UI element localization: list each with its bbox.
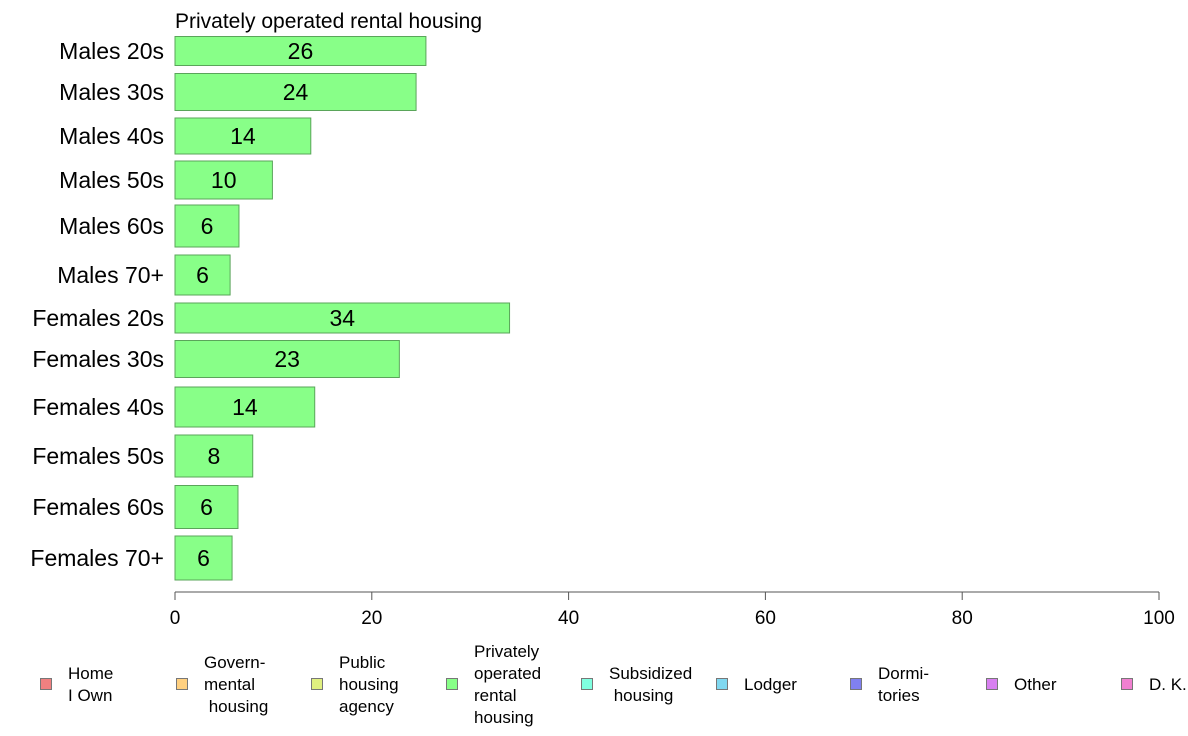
legend-label: Other — [1014, 675, 1057, 694]
bar-value-label: 14 — [232, 394, 258, 420]
y-tick-label: Males 20s — [59, 38, 164, 64]
y-tick-label: Females 30s — [32, 346, 164, 372]
bar-males-50s — [174, 160, 273, 200]
legend-label: Govern- mental housing — [204, 653, 269, 716]
y-tick-label: Females 50s — [32, 443, 164, 469]
legend-swatch — [311, 678, 323, 690]
bar-value-label: 6 — [197, 545, 210, 571]
legend-swatch — [716, 678, 728, 690]
bar-value-label: 14 — [230, 123, 256, 149]
legend-swatch — [581, 678, 593, 690]
bar-value-label: 6 — [201, 213, 214, 239]
bar-females-60s — [174, 485, 239, 529]
legend-label: Privately operated rental housing — [474, 642, 542, 727]
y-tick-label: Males 50s — [59, 167, 164, 193]
bar-value-label: 6 — [200, 494, 213, 520]
bar-value-label: 23 — [274, 346, 300, 372]
y-tick-label: Females 40s — [32, 394, 164, 420]
bar-value-label: 6 — [196, 262, 209, 288]
legend-label: Lodger — [744, 675, 797, 694]
legend-swatch — [986, 678, 998, 690]
legend-swatch — [1121, 678, 1133, 690]
legend: Home I Own Govern- mental housing Public h… — [0, 640, 1188, 736]
bar-females-30s — [174, 340, 400, 378]
legend-label: Subsidized housing — [609, 664, 693, 705]
y-tick-label: Males 60s — [59, 213, 164, 239]
bar-value-label: 34 — [329, 305, 355, 331]
legend-swatch — [40, 678, 52, 690]
y-tick-label: Males 70+ — [57, 262, 164, 288]
bars-group: 26 24 14 10 6 6 34 23 14 8 6 6 — [174, 36, 511, 581]
x-tick-label: 40 — [558, 608, 579, 629]
y-tick-label: Females 70+ — [30, 545, 164, 571]
legend-label: Home I Own — [68, 664, 114, 705]
x-tick-label: 80 — [952, 608, 973, 629]
bar-value-label: 10 — [211, 167, 237, 193]
legend-swatch — [850, 678, 862, 690]
x-tick-label: 60 — [755, 608, 776, 629]
bar-males-30s — [174, 73, 417, 111]
bar-value-label: 26 — [288, 38, 314, 64]
chart-title: Privately operated rental housing — [175, 10, 482, 33]
bar-males-70plus — [174, 254, 231, 296]
bar-males-60s — [174, 204, 240, 248]
bar-females-40s — [174, 386, 316, 428]
y-tick-label: Males 40s — [59, 123, 164, 149]
legend-label: Dormi- tories — [878, 664, 929, 705]
x-axis: 0 20 40 60 80 100 — [170, 591, 1175, 629]
bar-males-20s — [174, 36, 427, 66]
x-tick-label: 0 — [170, 608, 181, 629]
y-tick-label: Females 60s — [32, 494, 164, 520]
bar-males-40s — [174, 117, 312, 155]
x-tick-label: 100 — [1143, 608, 1175, 629]
legend-label: Public housing agency — [339, 653, 399, 716]
bar-females-20s — [174, 302, 511, 334]
bar-females-70plus — [174, 535, 233, 581]
y-tick-label: Males 30s — [59, 79, 164, 105]
bar-chart: Privately operated rental housing 26 24 14… — [30, 10, 1175, 629]
bar-value-label: 24 — [283, 79, 309, 105]
bar-value-label: 8 — [207, 443, 220, 469]
legend-swatch — [176, 678, 188, 690]
y-tick-label: Females 20s — [32, 305, 164, 331]
legend-label: D. K. — [1149, 675, 1187, 694]
y-axis-labels: Males 20s Males 30s Males 40s Males 50s Male… — [30, 38, 164, 571]
bar-females-50s — [174, 434, 254, 478]
x-tick-label: 20 — [361, 608, 382, 629]
legend-swatch — [446, 678, 458, 690]
